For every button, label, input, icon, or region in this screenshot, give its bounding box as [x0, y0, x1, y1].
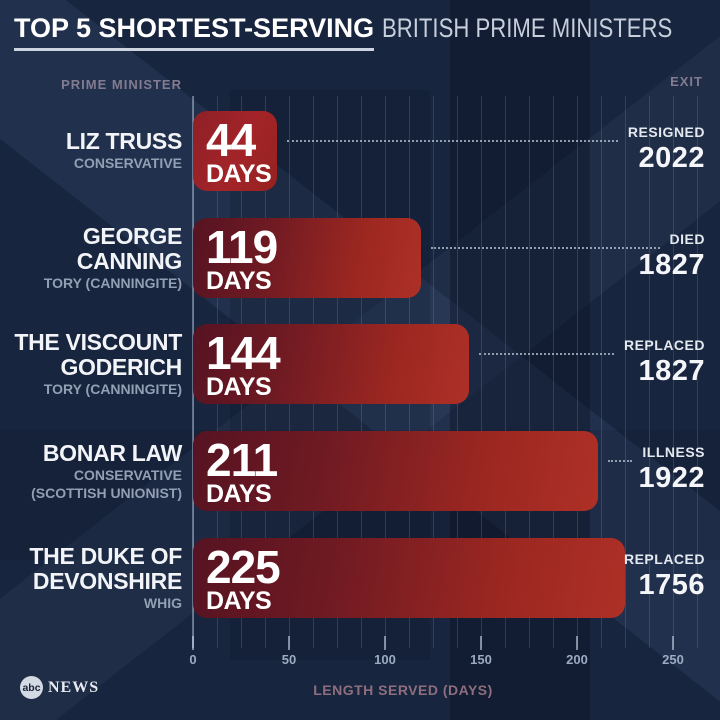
bar: 44 DAYS — [193, 111, 277, 191]
bar-unit: DAYS — [206, 587, 272, 615]
column-header-exit: EXIT — [670, 74, 703, 89]
pm-label: THE VISCOUNT GODERICH TORY (CANNINGITE) — [0, 324, 182, 404]
bar-unit: DAYS — [206, 373, 272, 401]
bar-unit: DAYS — [206, 160, 272, 188]
pm-name: BONAR LAW — [42, 439, 182, 466]
exit-block: ILLNESS 1922 — [638, 444, 705, 493]
pm-row: BONAR LAW CONSERVATIVE (SCOTTISH UNIONIS… — [0, 431, 720, 511]
exit-year: 1827 — [638, 355, 705, 387]
news-wordmark: NEWS — [48, 678, 100, 696]
exit-year: 1756 — [638, 569, 705, 601]
bar-value: 44 — [206, 114, 256, 166]
pm-name: GODERICH — [60, 353, 182, 380]
exit-block: REPLACED 1827 — [624, 337, 705, 386]
title-rest: BRITISH PRIME MINISTERS — [382, 13, 673, 43]
bar: 225 DAYS — [193, 538, 625, 618]
axis-tick-label: 0 — [189, 652, 197, 667]
bar: 211 DAYS — [193, 431, 598, 511]
pm-label: BONAR LAW CONSERVATIVE (SCOTTISH UNIONIS… — [0, 431, 182, 511]
axis-tick-label: 200 — [566, 652, 588, 667]
bar: 119 DAYS — [193, 218, 421, 298]
pm-name: THE DUKE OF — [29, 542, 182, 569]
pm-party: CONSERVATIVE — [73, 466, 182, 483]
axis-tick — [576, 636, 578, 650]
pm-party: TORY (CANNINGITE) — [43, 380, 182, 397]
bar-unit: DAYS — [206, 480, 272, 508]
leader-line — [608, 460, 633, 462]
pm-label: GEORGE CANNING TORY (CANNINGITE) — [0, 218, 183, 298]
exit-reason-text: RESIGNED — [627, 124, 705, 140]
exit-reason-text: REPLACED — [623, 551, 705, 567]
pm-party: CONSERVATIVE — [73, 155, 182, 171]
abc-news-logo: abc NEWS — [20, 676, 99, 699]
axis-tick — [192, 636, 194, 650]
leader-line — [479, 353, 614, 355]
axis-tick — [672, 636, 674, 650]
pm-name: LIZ TRUSS — [65, 128, 182, 154]
exit-block: DIED 1827 — [638, 231, 705, 280]
bar-value: 144 — [206, 327, 281, 379]
bar-value: 119 — [206, 221, 278, 273]
axis-tick-label: 50 — [281, 652, 297, 667]
axis-tick — [288, 636, 290, 650]
pm-name: DEVONSHIRE — [32, 567, 182, 594]
pm-party: WHIG — [143, 594, 182, 611]
exit-year: 1922 — [638, 462, 705, 494]
exit-block: REPLACED 1756 — [624, 551, 705, 600]
axis-tick-label: 250 — [662, 652, 684, 667]
pm-label: THE DUKE OF DEVONSHIRE WHIG — [0, 538, 182, 618]
abc-logo-icon: abc — [20, 676, 43, 699]
pm-row: LIZ TRUSS CONSERVATIVE 44 DAYS RESIGNED … — [0, 111, 720, 191]
exit-year: 2022 — [638, 142, 705, 174]
pm-party: (SCOTTISH UNIONIST) — [31, 484, 182, 501]
bar-unit: DAYS — [206, 267, 272, 295]
bar: 144 DAYS — [193, 324, 469, 404]
exit-reason-text: REPLACED — [623, 337, 705, 353]
column-header-prime-minister: PRIME MINISTER — [61, 77, 182, 92]
pm-party: TORY (CANNINGITE) — [43, 274, 182, 291]
exit-reason-text: DIED — [669, 231, 705, 247]
pm-name: GEORGE — [82, 222, 182, 249]
leader-line — [431, 247, 660, 249]
axis-tick — [384, 636, 386, 650]
pm-label: LIZ TRUSS CONSERVATIVE — [0, 111, 182, 191]
bar-value: 225 — [206, 541, 281, 593]
exit-reason-text: ILLNESS — [642, 444, 705, 460]
exit-year: 1827 — [638, 249, 705, 281]
axis-tick-label: 150 — [470, 652, 492, 667]
axis-tick-label: 100 — [374, 652, 396, 667]
exit-block: RESIGNED 2022 — [628, 124, 705, 173]
pm-row: THE VISCOUNT GODERICH TORY (CANNINGITE) … — [0, 324, 720, 404]
axis-tick — [480, 636, 482, 650]
page-title: TOP 5 SHORTEST-SERVING BRITISH PRIME MINI… — [14, 13, 720, 51]
leader-line — [287, 140, 618, 142]
title-highlight: TOP 5 SHORTEST-SERVING — [14, 13, 375, 51]
pm-row: THE DUKE OF DEVONSHIRE WHIG 225 DAYS REP… — [0, 538, 720, 618]
x-axis-label: LENGTH SERVED (DAYS) — [313, 682, 493, 698]
pm-name: THE VISCOUNT — [14, 328, 182, 355]
pm-row: GEORGE CANNING TORY (CANNINGITE) 119 DAY… — [0, 218, 720, 298]
pm-name: CANNING — [76, 247, 183, 274]
bar-value: 211 — [206, 434, 278, 486]
